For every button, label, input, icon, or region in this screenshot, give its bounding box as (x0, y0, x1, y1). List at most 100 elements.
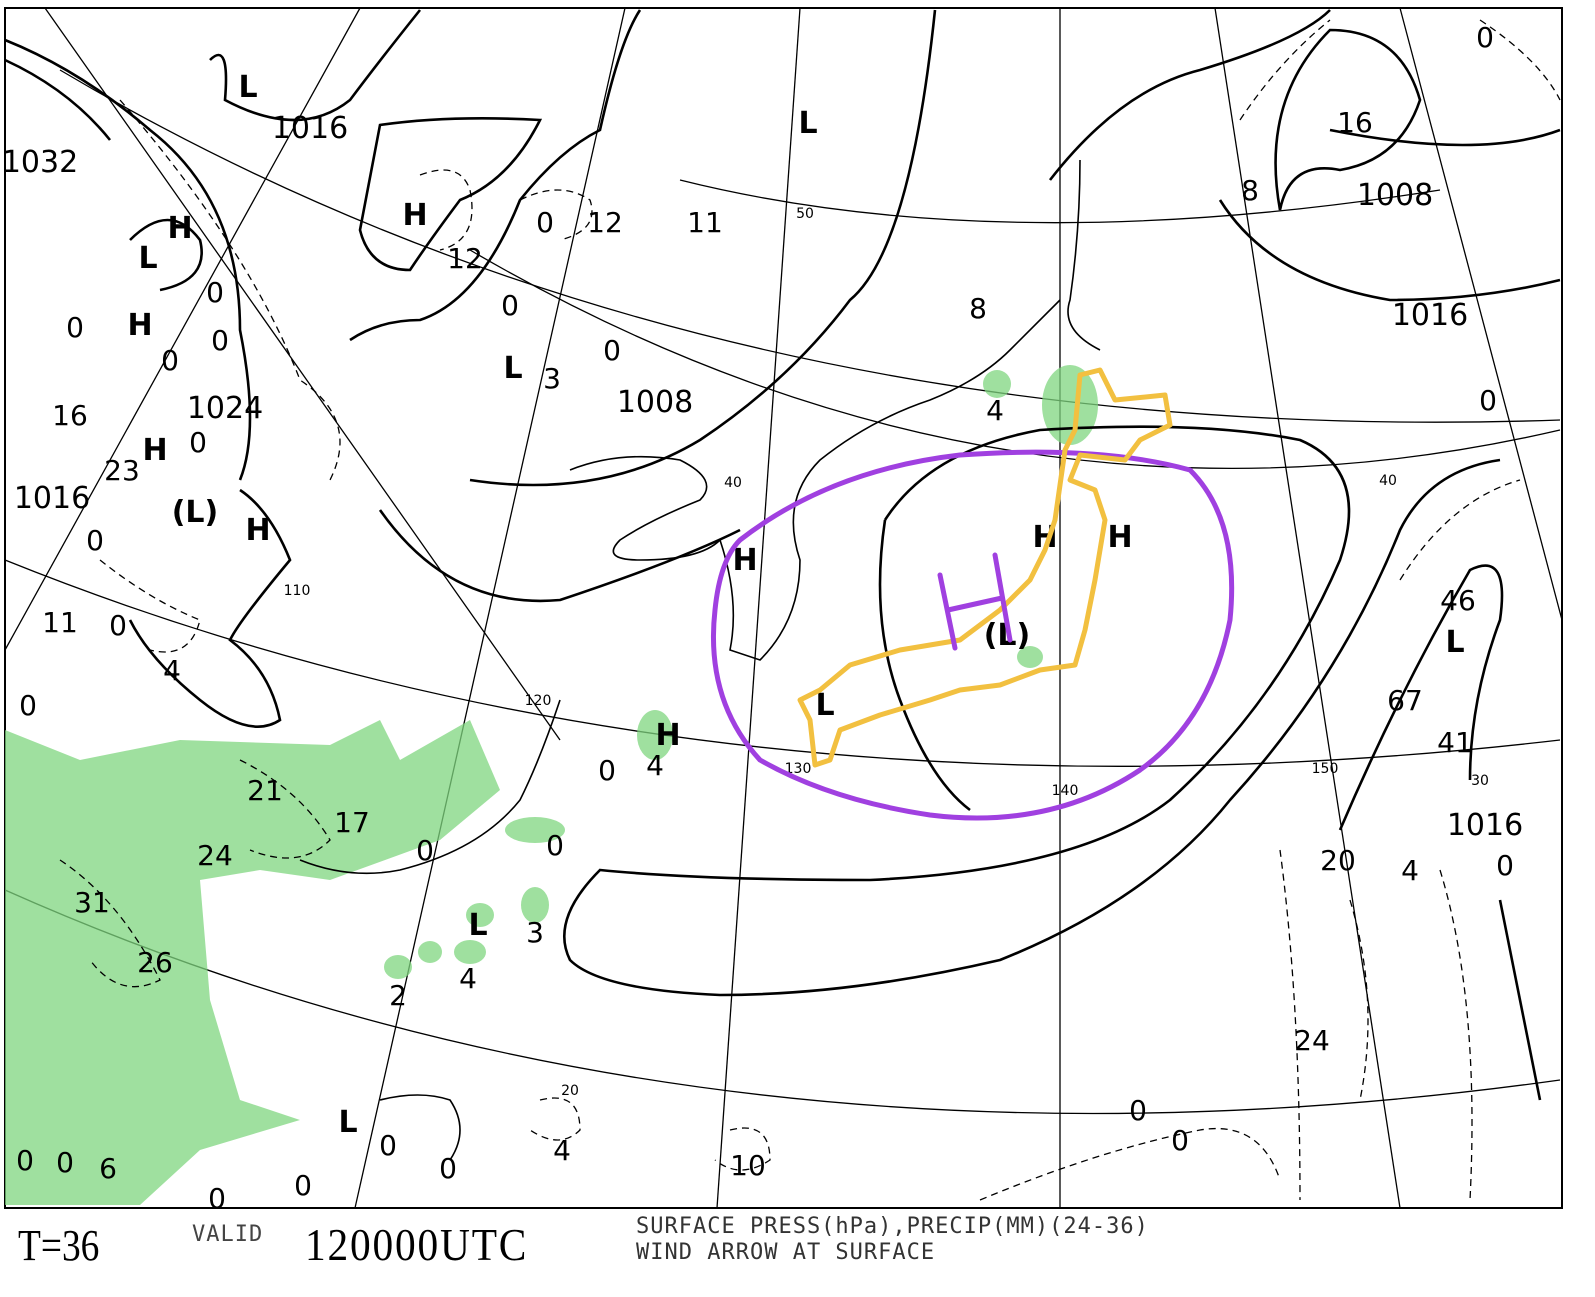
precip-amount: 0 (161, 344, 179, 377)
precip-amount: 6 (99, 1152, 117, 1185)
description-line-2: WIND ARROW AT SURFACE (636, 1240, 936, 1265)
description-line-1: SURFACE PRESS(hPa),PRECIP(MM)(24-36) (636, 1214, 1149, 1239)
low-pressure-marker: L (815, 688, 834, 723)
precip-amount: 17 (334, 806, 370, 839)
precip-amount: 0 (416, 834, 434, 867)
high-pressure-marker: H (127, 308, 152, 343)
precip-amount: 0 (66, 311, 84, 344)
high-pressure-marker: H (732, 543, 757, 578)
precip-amount: 0 (19, 689, 37, 722)
latitude-label: 40 (1379, 473, 1397, 489)
valid-label: VALID (192, 1222, 264, 1247)
low-pressure-marker: (L) (172, 495, 219, 530)
latitude-line-50 (59, 69, 1561, 423)
latitude-label: 20 (561, 1083, 579, 1099)
precip-amount: 0 (206, 276, 224, 309)
latitude-label: 50 (796, 206, 814, 222)
precip-amount: 4 (459, 962, 477, 995)
low-pressure-marker: L (138, 241, 157, 276)
low-pressure-marker: L (798, 106, 817, 141)
precip-amount: 8 (969, 292, 987, 325)
precip-amount: 12 (447, 242, 483, 275)
low-pressure-marker: L (468, 908, 487, 943)
high-pressure-marker: H (1107, 520, 1132, 555)
precip-amount: 12 (587, 206, 623, 239)
longitude-label: 130 (785, 761, 812, 777)
precip-amount: 3 (543, 362, 561, 395)
annotation-japan-outline (797, 367, 1173, 768)
precip-amount: 0 (439, 1152, 457, 1185)
low-pressure-marker: L (238, 70, 257, 105)
precip-amount: 0 (501, 289, 519, 322)
latitude-line-40a (469, 249, 1561, 470)
precip-amount: 0 (546, 829, 564, 862)
precip-amount: 0 (1171, 1124, 1189, 1157)
precip-amount: 0 (189, 426, 207, 459)
map-footer: T=36 VALID 120000UTC SURFACE PRESS(hPa),… (0, 1212, 1595, 1297)
longitude-line-100 (4, 7, 361, 651)
isobar-label: 1008 (617, 385, 693, 420)
precip-amount: 0 (603, 334, 621, 367)
map-description: SURFACE PRESS(hPa),PRECIP(MM)(24-36) WIN… (636, 1214, 1149, 1266)
precip-amount: 0 (109, 609, 127, 642)
precip-amount: 0 (1496, 849, 1514, 882)
isobar-label: 1016 (272, 111, 348, 146)
longitude-label: 110 (284, 583, 311, 599)
annotation-ellipse (710, 449, 1235, 821)
precip-amount: 23 (104, 454, 140, 487)
precip-amount: 11 (687, 206, 723, 239)
precip-amount: 0 (86, 524, 104, 557)
precip-amount: 4 (163, 654, 181, 687)
longitude-line-160 (1399, 7, 1563, 621)
precip-amount: 16 (1337, 106, 1373, 139)
latitude-label: 30 (1471, 773, 1489, 789)
high-pressure-marker: H (142, 433, 167, 468)
latitude-line-upper (679, 179, 1441, 224)
high-pressure-marker: H (245, 513, 270, 548)
precip-amount: 20 (1320, 844, 1356, 877)
longitude-line-120 (354, 7, 626, 1209)
precip-amount: 26 (137, 946, 173, 979)
precip-amount: 0 (56, 1146, 74, 1179)
latitude-line-30 (4, 559, 1561, 767)
latitude-line-20 (4, 889, 1561, 1115)
low-pressure-marker: L (1445, 625, 1464, 660)
longitude-line-110 (44, 7, 561, 741)
annotations (710, 367, 1235, 821)
precipitation-areas (5, 365, 1098, 1205)
low-pressure-marker: L (338, 1105, 357, 1140)
precip-amount: 0 (598, 754, 616, 787)
high-pressure-marker: H (167, 211, 192, 246)
isobar-label: 1016 (1392, 298, 1468, 333)
latitude-label: 40 (724, 475, 742, 491)
coastlines (299, 159, 1101, 1161)
precip-amount: 41 (1437, 726, 1473, 759)
precip-amount: 0 (1129, 1094, 1147, 1127)
precip-amount: 0 (1479, 384, 1497, 417)
precip-amount: 10 (730, 1149, 766, 1182)
precip-amount: 0 (294, 1169, 312, 1202)
high-pressure-marker: H (402, 198, 427, 233)
precip-amount: 0 (211, 324, 229, 357)
longitude-line-130 (716, 7, 801, 1209)
isobars-dashed (59, 19, 1561, 1201)
annotation-high-letter (937, 552, 1013, 651)
isobar-label: 1008 (1357, 178, 1433, 213)
precip-amount: 24 (1294, 1024, 1330, 1057)
precip-amount: 21 (247, 774, 283, 807)
precip-amount: 0 (16, 1144, 34, 1177)
precip-amount: 0 (536, 206, 554, 239)
isobar-label: 1024 (187, 391, 263, 426)
precip-amount: 8 (1241, 174, 1259, 207)
precip-amount: 3 (526, 916, 544, 949)
longitude-label: 150 (1312, 761, 1339, 777)
precip-amount: 46 (1440, 584, 1476, 617)
valid-time: 120000UTC (305, 1219, 529, 1270)
precip-amount: 4 (986, 394, 1004, 427)
precip-amount: 16 (52, 399, 88, 432)
lat-lon-grid (4, 7, 1563, 1209)
isobar-label: 1032 (2, 145, 78, 180)
precip-amount: 4 (646, 749, 664, 782)
precip-amount: 4 (1401, 854, 1419, 887)
